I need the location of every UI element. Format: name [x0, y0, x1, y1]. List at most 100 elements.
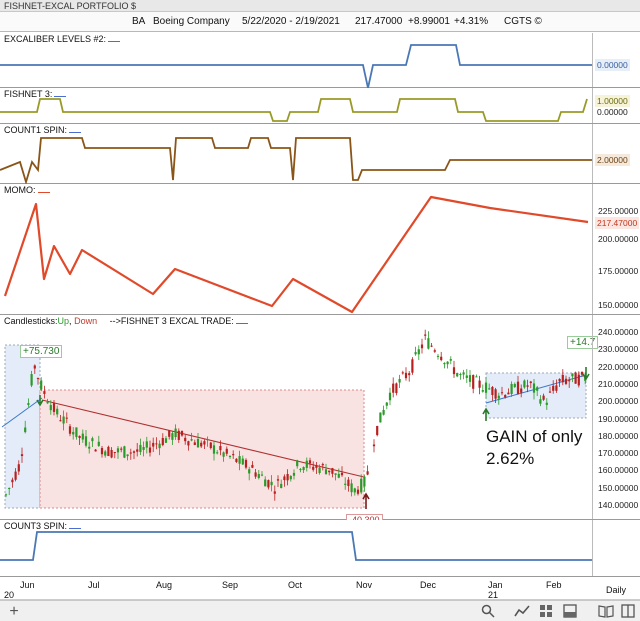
- candle-axis-label: 200.00000: [598, 396, 639, 407]
- candle-body: [254, 472, 257, 477]
- candle-body: [257, 474, 260, 478]
- candle-body: [113, 451, 116, 453]
- candle-body: [366, 471, 369, 475]
- fishnet-value: 1.00000: [595, 95, 630, 107]
- candle-body: [360, 478, 363, 493]
- candle-body: [350, 483, 353, 493]
- chart-tag: CGTS ©: [504, 16, 542, 27]
- candle-body: [152, 442, 155, 447]
- candle-body: [488, 388, 491, 390]
- interval-selector[interactable]: Daily: [606, 585, 627, 595]
- candlestick-pane[interactable]: Candlesticks:Up, Down -->FISHNET 3 EXCAL…: [0, 315, 640, 526]
- trade-zone-3: [485, 372, 587, 419]
- excaliber-levels-pane[interactable]: EXCALIBER LEVELS #2: 0.00000: [0, 33, 640, 88]
- candle-body: [161, 437, 164, 446]
- candle-body: [529, 381, 532, 384]
- candle-body: [446, 361, 449, 365]
- line-chart-icon[interactable]: [514, 603, 530, 620]
- candle-body: [315, 465, 318, 468]
- candle-body: [520, 388, 523, 393]
- momo-line: [3, 195, 589, 314]
- candle-body: [62, 416, 65, 424]
- excaliber-plot: [0, 44, 592, 88]
- candle-body: [241, 458, 244, 465]
- candle-body: [424, 334, 427, 336]
- arrow-down-4: [582, 367, 590, 381]
- candle-body: [376, 425, 379, 436]
- trade-zone-2: [39, 389, 365, 509]
- candle-body: [420, 344, 424, 349]
- candle-body: [209, 442, 212, 449]
- company-name: Boeing Company: [153, 16, 230, 27]
- excaliber-label: EXCALIBER LEVELS #2:: [4, 34, 121, 44]
- candle-body: [395, 383, 398, 394]
- candle-body: [40, 380, 43, 390]
- columns-icon[interactable]: [620, 603, 636, 620]
- candle-body: [273, 491, 276, 494]
- candle-body: [513, 383, 516, 388]
- candle-body: [507, 392, 510, 395]
- date-range: 5/22/2020 - 2/19/2021: [242, 16, 340, 27]
- momo-label: MOMO:: [4, 185, 50, 195]
- candle-axis-label: 160.00000: [598, 465, 639, 476]
- candle-body: [494, 389, 497, 399]
- candle-body: [516, 381, 520, 395]
- candle-body: [14, 471, 17, 480]
- candle-body: [158, 443, 161, 449]
- candle-body: [289, 476, 292, 480]
- candle-body: [280, 483, 283, 488]
- candle-body: [580, 371, 584, 375]
- momo-pane[interactable]: MOMO: 225.00000 200.00000 175.00000 150.…: [0, 184, 640, 315]
- candle-body: [347, 479, 350, 487]
- grid-icon[interactable]: [538, 603, 554, 620]
- candle-body: [398, 378, 401, 383]
- count1-line: [0, 137, 592, 184]
- candle-body: [36, 378, 40, 380]
- trade-gain-1: +75.730: [20, 345, 63, 358]
- candles-group: [4, 329, 587, 501]
- fishnet-pane[interactable]: FISHNET 3: 1.00000 0.00000: [0, 88, 640, 124]
- candle-body: [11, 479, 14, 483]
- candle-body: [417, 349, 420, 355]
- candle-body: [190, 439, 193, 441]
- date-label: Feb: [546, 580, 562, 590]
- count1-spin-pane[interactable]: COUNT1 SPIN: 2.00000: [0, 124, 640, 184]
- candle-body: [452, 367, 456, 375]
- candle-body: [100, 448, 104, 455]
- candle-body: [145, 441, 148, 448]
- candle-body: [174, 428, 177, 438]
- arrow-up-3: [482, 407, 490, 421]
- candle-body: [104, 451, 107, 456]
- candle-body: [27, 403, 30, 405]
- gain-note-line2: 2.62%: [486, 449, 535, 468]
- candle-body: [155, 443, 158, 445]
- candle-axis-label: 220.00000: [598, 361, 639, 372]
- candle-body: [324, 469, 328, 475]
- candle-body: [219, 445, 222, 451]
- search-icon[interactable]: [480, 603, 496, 620]
- candle-body: [56, 408, 59, 415]
- candle-body: [555, 385, 558, 391]
- candle-body: [542, 395, 545, 400]
- candle-body: [30, 374, 33, 386]
- candle-body: [251, 464, 254, 468]
- momo-axis-label: 175.00000: [598, 266, 639, 276]
- candle-body: [379, 412, 382, 423]
- book-icon[interactable]: [598, 603, 614, 620]
- candle-body: [353, 488, 356, 493]
- plus-icon[interactable]: +: [9, 603, 19, 620]
- price-change: +8.99001: [408, 16, 450, 27]
- candle-body: [500, 392, 504, 394]
- candle-body: [356, 489, 360, 494]
- candle-body: [276, 479, 280, 481]
- date-label: Sep: [222, 580, 239, 590]
- candle-body: [401, 372, 404, 374]
- candle-body: [68, 426, 72, 434]
- candle-body: [49, 405, 52, 411]
- candle-body: [363, 476, 366, 487]
- candle-body: [340, 472, 344, 476]
- panel-icon[interactable]: [562, 603, 578, 620]
- arrow-down-1: [36, 395, 44, 407]
- count3-spin-pane[interactable]: COUNT3 SPIN:: [0, 520, 640, 577]
- candle-body: [443, 362, 446, 365]
